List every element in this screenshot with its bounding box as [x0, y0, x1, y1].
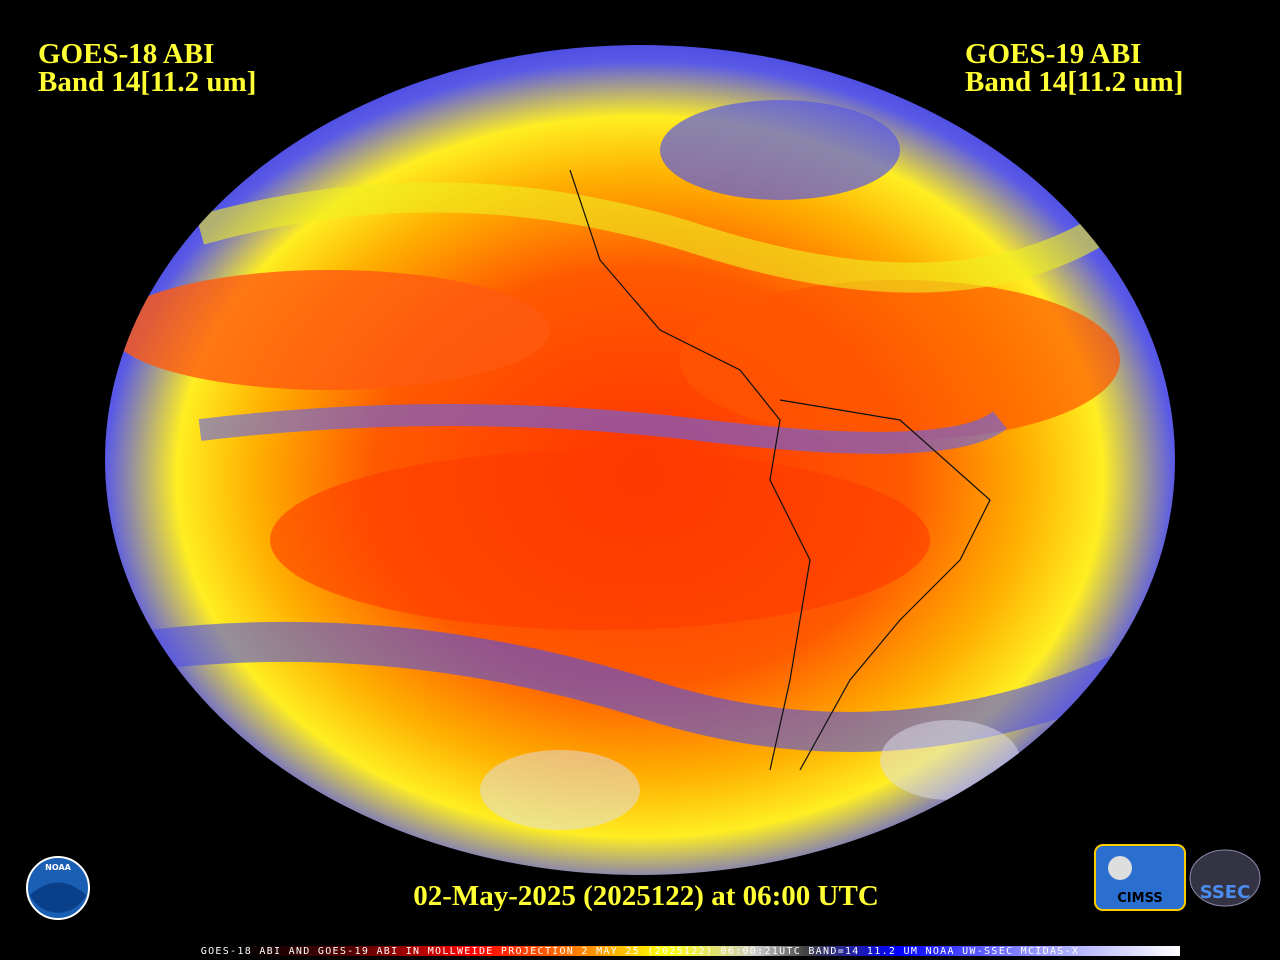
cimss-label: CIMSS: [1117, 891, 1162, 906]
timestamp: 02-May-2025 (2025122) at 06:00 UTC: [413, 880, 879, 912]
right-title-line2: Band 14[11.2 um]: [965, 66, 1184, 98]
globe: [105, 45, 1175, 875]
right-title-line1: GOES-19 ABI: [965, 38, 1142, 70]
noaa-label: NOAA: [45, 863, 71, 872]
ssec-label: SSEC: [1200, 882, 1251, 903]
noaa-logo: NOAA: [26, 856, 90, 920]
left-title-line1: GOES-18 ABI: [38, 38, 215, 70]
footer-caption: GOES-18 ABI AND GOES-19 ABI IN MOLLWEIDE…: [200, 946, 1080, 957]
cimss-logo: CIMSS: [1094, 844, 1186, 911]
left-title-line2: Band 14[11.2 um]: [38, 66, 257, 98]
right-title: GOES-19 ABI Band 14[11.2 um]: [965, 38, 1184, 98]
ssec-logo: SSEC: [1189, 849, 1261, 907]
left-title: GOES-18 ABI Band 14[11.2 um]: [38, 38, 257, 98]
color-bar: [240, 946, 1180, 956]
